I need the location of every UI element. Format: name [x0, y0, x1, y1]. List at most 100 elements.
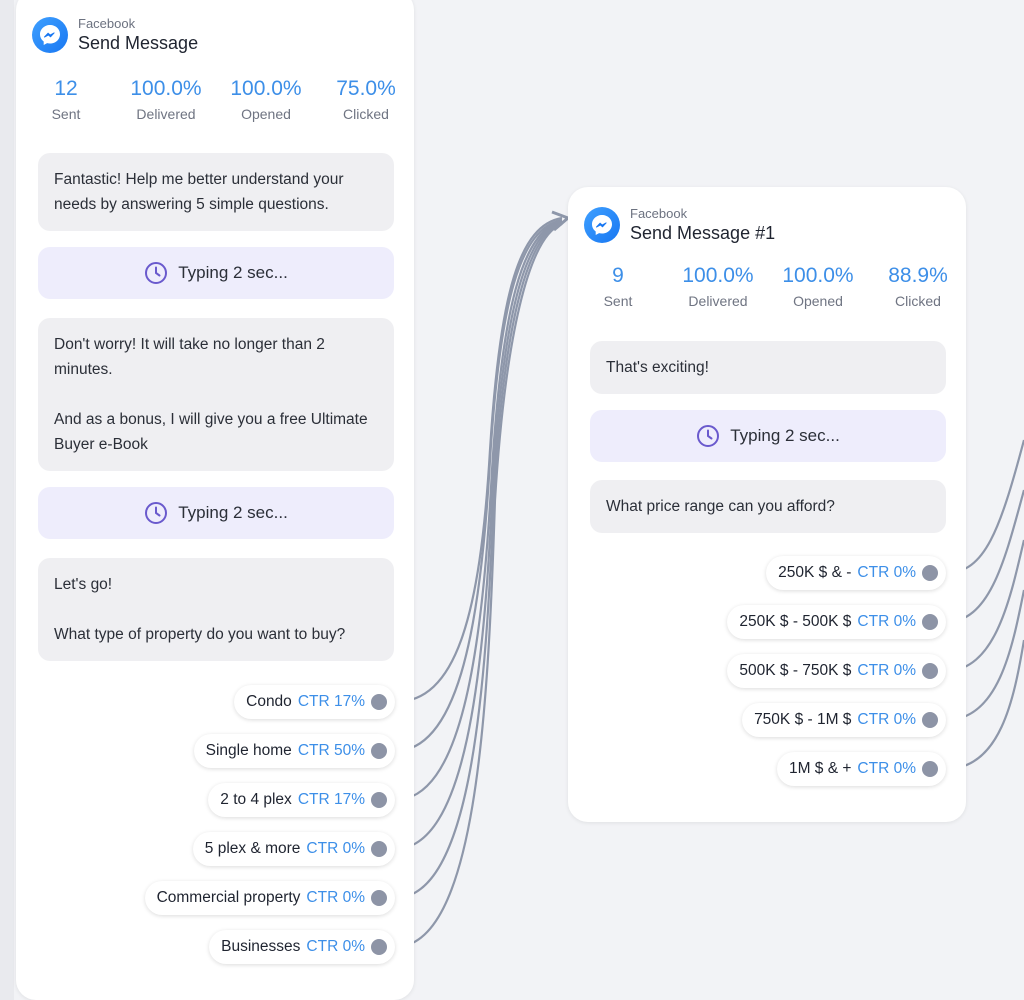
option-2-to-4-plex[interactable]: 2 to 4 plex CTR 17% [208, 783, 395, 817]
typing-label: Typing 2 sec... [730, 426, 840, 445]
port-dot[interactable] [922, 565, 938, 581]
connector-5-plex[interactable] [394, 220, 563, 851]
node-header: Facebook Send Message #1 [584, 206, 775, 244]
option-label: Condo [246, 693, 292, 710]
option-ctr: CTR 0% [857, 711, 916, 728]
message-text: What price range can you afford? [606, 498, 835, 515]
node-title: Send Message #1 [630, 223, 776, 243]
option-ctr: CTR 0% [306, 889, 365, 906]
port-dot[interactable] [922, 761, 938, 777]
option-ctr: CTR 0% [857, 564, 916, 581]
typing-label: Typing 2 sec... [178, 263, 288, 282]
message-bubble[interactable]: Don't worry! It will take no longer than… [38, 318, 394, 471]
port-dot[interactable] [371, 939, 387, 955]
typing-delay[interactable]: Typing 2 sec... [38, 247, 394, 299]
clock-icon [696, 424, 720, 448]
stat-value: 75.0% [336, 77, 396, 100]
connector-arrow-head [551, 210, 570, 232]
messenger-icon [584, 207, 620, 243]
message-bubble[interactable]: Let's go! What type of property do you w… [38, 558, 394, 661]
option-single-home[interactable]: Single home CTR 50% [193, 734, 395, 768]
stat-value: 88.9% [888, 264, 948, 287]
option-label: 250K $ - 500K $ [739, 613, 852, 630]
stat-value: 9 [612, 264, 624, 287]
stat-label: Delivered [136, 106, 196, 122]
option-250k-minus[interactable]: 250K $ & - CTR 0% [766, 556, 946, 590]
option-label: Single home [205, 742, 292, 759]
port-dot[interactable] [922, 663, 938, 679]
option-250k-500k[interactable]: 250K $ - 500K $ CTR 0% [727, 605, 946, 639]
message-text: Fantastic! Help me better understand you… [54, 171, 344, 213]
message-text: What type of property do you want to buy… [54, 626, 346, 643]
connector-condo[interactable] [394, 216, 563, 704]
node-title: Send Message [78, 33, 199, 53]
option-label: 250K $ & - [778, 564, 852, 581]
option-750k-1m[interactable]: 750K $ - 1M $ CTR 0% [742, 703, 946, 737]
port-dot[interactable] [922, 712, 938, 728]
option-ctr: CTR 0% [857, 613, 916, 630]
stat-delivered: 100.0% Delivered [668, 263, 768, 311]
message-bubble[interactable]: That's exciting! [590, 341, 946, 394]
clock-icon [144, 501, 168, 525]
option-ctr: CTR 0% [857, 662, 916, 679]
node-platform: Facebook [630, 206, 688, 221]
message-bubble[interactable]: Fantastic! Help me better understand you… [38, 153, 394, 231]
option-label: 750K $ - 1M $ [754, 711, 852, 728]
stat-label: Sent [603, 293, 633, 309]
stat-value: 100.0% [230, 77, 302, 100]
message-text: Don't worry! It will take no longer than… [54, 336, 325, 378]
stat-sent: 9 Sent [568, 263, 668, 311]
stat-label: Opened [241, 106, 291, 122]
stat-label: Delivered [688, 293, 748, 309]
option-ctr: CTR 17% [297, 693, 365, 710]
clock-icon [144, 261, 168, 285]
option-label: 1M $ & + [788, 760, 852, 777]
stat-label: Clicked [895, 293, 941, 309]
option-label: 500K $ - 750K $ [739, 662, 852, 679]
port-dot[interactable] [371, 890, 387, 906]
node-platform: Facebook [78, 16, 136, 31]
option-label: 5 plex & more [204, 840, 301, 857]
option-label: 2 to 4 plex [220, 791, 292, 808]
canvas-left-edge [0, 0, 14, 1000]
message-bubble[interactable]: What price range can you afford? [590, 480, 946, 533]
option-businesses[interactable]: Businesses CTR 0% [209, 930, 395, 964]
option-ctr: CTR 17% [297, 791, 365, 808]
stat-delivered: 100.0% Delivered [116, 76, 216, 124]
option-label: Commercial property [156, 889, 301, 906]
port-dot[interactable] [371, 792, 387, 808]
option-500k-750k[interactable]: 500K $ - 750K $ CTR 0% [727, 654, 946, 688]
option-1m-plus[interactable]: 1M $ & + CTR 0% [776, 752, 946, 786]
stat-value: 100.0% [130, 77, 202, 100]
stat-opened: 100.0% Opened [216, 76, 316, 124]
connector-2-to-4-plex[interactable] [394, 219, 563, 802]
connector-businesses[interactable] [394, 222, 563, 949]
stat-clicked: 88.9% Clicked [868, 263, 968, 311]
option-commercial-property[interactable]: Commercial property CTR 0% [144, 881, 395, 915]
stat-label: Clicked [343, 106, 389, 122]
messenger-icon [32, 17, 68, 53]
typing-label: Typing 2 sec... [178, 503, 288, 522]
port-dot[interactable] [371, 743, 387, 759]
stat-opened: 100.0% Opened [768, 263, 868, 311]
option-ctr: CTR 0% [306, 938, 365, 955]
option-ctr: CTR 0% [306, 840, 365, 857]
stat-clicked: 75.0% Clicked [316, 76, 416, 124]
port-dot[interactable] [371, 841, 387, 857]
stat-label: Sent [51, 106, 81, 122]
stat-value: 100.0% [782, 264, 854, 287]
node-header: Facebook Send Message [32, 16, 198, 54]
stat-label: Opened [793, 293, 843, 309]
message-text: And as a bonus, I will give you a free U… [54, 411, 368, 453]
stat-value: 12 [54, 77, 78, 100]
message-text: Let's go! [54, 576, 113, 593]
option-condo[interactable]: Condo CTR 17% [234, 685, 395, 719]
connector-single-home[interactable] [394, 218, 563, 753]
option-5-plex-more[interactable]: 5 plex & more CTR 0% [192, 832, 395, 866]
typing-delay[interactable]: Typing 2 sec... [38, 487, 394, 539]
port-dot[interactable] [922, 614, 938, 630]
stat-sent: 12 Sent [16, 76, 116, 124]
typing-delay[interactable]: Typing 2 sec... [590, 410, 946, 462]
connector-commercial[interactable] [394, 221, 563, 900]
port-dot[interactable] [371, 694, 387, 710]
